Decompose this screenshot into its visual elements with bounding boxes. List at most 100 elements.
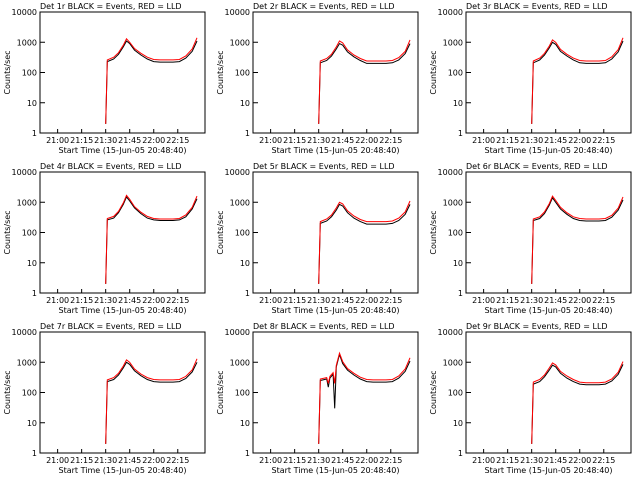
x-axis-label: Start Time (15-Jun-05 20:48:40) [485, 466, 613, 475]
y-axis-label: Counts/sec [3, 50, 12, 94]
series-line [105, 358, 198, 444]
y-tick-label: 100 [235, 69, 250, 78]
x-tick-label: 21:00 [472, 456, 495, 465]
series-line [531, 37, 624, 124]
y-tick-label: 1 [245, 449, 250, 458]
y-axis-label: Counts/sec [429, 210, 438, 254]
y-tick-label: 100 [448, 69, 463, 78]
y-tick-label: 10000 [438, 8, 463, 17]
chart-title: Det 6r BLACK = Events, RED = LLD [466, 162, 608, 171]
x-tick-label: 21:45 [544, 136, 567, 145]
x-tick-label: 22:15 [379, 136, 402, 145]
x-axis-label: Start Time (15-Jun-05 20:48:40) [485, 146, 613, 155]
y-tick-label: 1 [32, 289, 37, 298]
x-tick-label: 22:00 [142, 296, 165, 305]
x-tick-label: 22:00 [568, 296, 591, 305]
x-axis-label: Start Time (15-Jun-05 20:48:40) [59, 306, 187, 315]
plot-frame [465, 11, 632, 134]
series-line [105, 194, 198, 284]
x-tick-label: 21:15 [496, 456, 519, 465]
x-tick-label: 21:30 [94, 456, 117, 465]
x-tick-label: 22:15 [379, 296, 402, 305]
y-tick-label: 1 [458, 129, 463, 138]
y-tick-label: 1 [458, 289, 463, 298]
y-tick-label: 10000 [438, 168, 463, 177]
series-line [531, 364, 624, 444]
y-tick-label: 1 [32, 129, 37, 138]
x-tick-label: 22:15 [166, 456, 189, 465]
x-axis-label: Start Time (15-Jun-05 20:48:40) [272, 306, 400, 315]
y-tick-label: 100 [22, 69, 37, 78]
x-tick-label: 21:45 [544, 456, 567, 465]
x-tick-label: 21:30 [520, 456, 543, 465]
x-tick-label: 21:45 [544, 296, 567, 305]
series-line [318, 352, 411, 444]
y-axis-label: Counts/sec [216, 50, 225, 94]
x-tick-label: 21:15 [496, 136, 519, 145]
x-tick-label: 21:15 [283, 296, 306, 305]
plot-frame [39, 11, 206, 134]
y-tick-label: 1000 [230, 198, 250, 207]
y-tick-label: 10000 [225, 168, 250, 177]
series-line [531, 361, 624, 444]
chart-title: Det 5r BLACK = Events, RED = LLD [253, 162, 395, 171]
y-tick-label: 1 [458, 449, 463, 458]
chart-title: Det 4r BLACK = Events, RED = LLD [40, 162, 182, 171]
series-line [318, 351, 411, 444]
y-axis-label: Counts/sec [216, 210, 225, 254]
series-line [105, 195, 198, 284]
y-axis-label: Counts/sec [429, 370, 438, 414]
x-tick-label: 22:00 [142, 456, 165, 465]
x-tick-label: 21:30 [94, 136, 117, 145]
y-tick-label: 10 [27, 259, 37, 268]
y-tick-label: 10 [240, 419, 250, 428]
series-line [531, 40, 624, 124]
x-axis-label: Start Time (15-Jun-05 20:48:40) [59, 466, 187, 475]
y-tick-label: 10 [453, 99, 463, 108]
plot-frame [252, 11, 419, 134]
y-axis-label: Counts/sec [3, 210, 12, 254]
x-tick-label: 22:00 [568, 456, 591, 465]
chart-title: Det 1r BLACK = Events, RED = LLD [40, 2, 182, 11]
x-tick-label: 21:00 [472, 296, 495, 305]
y-tick-label: 1000 [230, 38, 250, 47]
y-tick-label: 100 [448, 389, 463, 398]
series-line [318, 203, 411, 284]
chart-title: Det 8r BLACK = Events, RED = LLD [253, 322, 395, 331]
y-tick-label: 10000 [12, 8, 37, 17]
y-tick-label: 10 [453, 419, 463, 428]
x-tick-label: 22:15 [166, 296, 189, 305]
y-tick-label: 10000 [12, 168, 37, 177]
x-axis-label: Start Time (15-Jun-05 20:48:40) [59, 146, 187, 155]
x-tick-label: 22:00 [355, 456, 378, 465]
x-axis-label: Start Time (15-Jun-05 20:48:40) [485, 306, 613, 315]
y-tick-label: 10000 [225, 328, 250, 337]
y-tick-label: 10 [27, 99, 37, 108]
plot-frame [39, 331, 206, 454]
x-tick-label: 22:00 [355, 296, 378, 305]
x-tick-label: 21:45 [118, 456, 141, 465]
y-tick-label: 10000 [225, 8, 250, 17]
plot-frame [39, 171, 206, 294]
y-tick-label: 10 [453, 259, 463, 268]
x-tick-label: 21:00 [46, 456, 69, 465]
x-tick-label: 22:15 [592, 456, 615, 465]
y-tick-label: 1000 [443, 38, 463, 47]
x-tick-label: 22:15 [379, 456, 402, 465]
y-tick-label: 10000 [12, 328, 37, 337]
x-tick-label: 21:00 [259, 136, 282, 145]
y-tick-label: 1000 [17, 198, 37, 207]
x-tick-label: 21:30 [307, 456, 330, 465]
y-tick-label: 100 [22, 389, 37, 398]
plot-frame [465, 171, 632, 294]
series-line [318, 39, 411, 124]
x-tick-label: 21:15 [496, 296, 519, 305]
x-tick-label: 21:30 [520, 136, 543, 145]
x-tick-label: 21:15 [70, 296, 93, 305]
series-line [318, 200, 411, 284]
series-line [105, 40, 198, 124]
x-tick-label: 21:00 [46, 136, 69, 145]
x-tick-label: 21:30 [307, 136, 330, 145]
